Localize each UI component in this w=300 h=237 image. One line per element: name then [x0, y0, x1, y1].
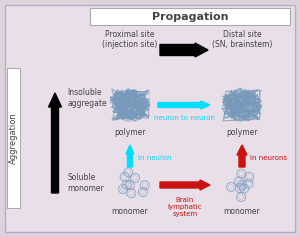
Text: Propagation: Propagation [152, 12, 228, 22]
FancyArrow shape [237, 145, 247, 167]
Text: Proximal site
(injection site): Proximal site (injection site) [102, 30, 158, 49]
Text: Insoluble
aggregate: Insoluble aggregate [67, 88, 106, 108]
Text: in neurons: in neurons [250, 155, 287, 161]
FancyArrow shape [126, 145, 134, 167]
FancyBboxPatch shape [5, 5, 295, 232]
Text: Brain
lymphatic
system: Brain lymphatic system [168, 197, 202, 217]
Text: Aggregation: Aggregation [9, 112, 18, 164]
FancyBboxPatch shape [90, 8, 290, 25]
Text: in neuron: in neuron [138, 155, 172, 161]
FancyArrow shape [160, 43, 208, 57]
FancyArrow shape [49, 93, 62, 193]
Text: polymer: polymer [114, 128, 146, 137]
FancyArrow shape [160, 180, 210, 190]
FancyBboxPatch shape [7, 68, 20, 208]
Text: Soluble
monomer: Soluble monomer [67, 173, 104, 193]
FancyArrow shape [158, 101, 210, 109]
Text: monomer: monomer [224, 207, 260, 216]
Text: Distal site
(SN, brainstem): Distal site (SN, brainstem) [212, 30, 272, 49]
Text: neuron to neuron: neuron to neuron [154, 115, 214, 121]
Text: polymer: polymer [226, 128, 258, 137]
Text: monomer: monomer [112, 207, 148, 216]
